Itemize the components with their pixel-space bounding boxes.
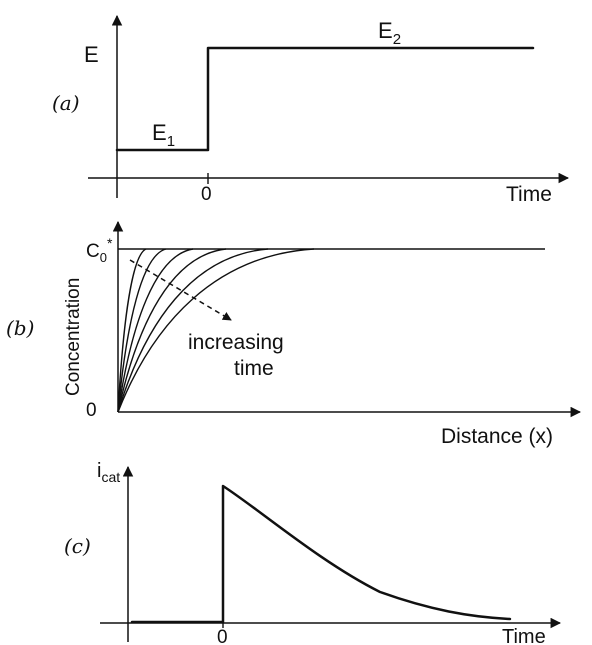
concentration-profile-6 [117,248,315,413]
panel-c-y-label: icat [97,460,120,485]
panel-a-zero-tick: 0 [201,184,212,205]
panel-b: (b) Concentration Distance (x) C0* 0 inc… [6,220,582,448]
catalytic-current-trace [130,484,512,624]
panel-b-y-label: Concentration [63,278,84,396]
panel-a-label: (a) [52,91,80,115]
annotation-increasing: increasing [188,331,284,354]
concentration-profile-5 [117,248,269,413]
concentration-profile-3 [117,248,194,413]
panel-c: (c) icat Time 0 [64,460,562,645]
panel-b-label: (b) [6,316,34,340]
panel-c-label: (c) [64,534,91,558]
concentration-profile-1 [117,248,147,413]
panel-a-y-label: E [84,42,99,67]
panel-b-x-label: Distance (x) [441,425,553,448]
panel-a-x-label: Time [506,183,552,206]
e1-label: E1 [152,120,175,150]
potential-step-trace [115,46,535,152]
annotation-time: time [234,357,274,380]
concentration-profile-4 [117,248,227,413]
e2-label: E2 [378,18,401,48]
panel-c-zero-tick: 0 [217,627,228,645]
panel-c-x-label: Time [502,626,546,645]
concentration-zero-label: 0 [86,400,97,421]
concentration-profiles [117,248,315,413]
increasing-time-arrow [129,259,232,321]
concentration-profile-2 [117,248,167,413]
c0-label: C0* [86,235,113,265]
panel-a: (a) E Time 0 E1 E2 [52,14,570,206]
